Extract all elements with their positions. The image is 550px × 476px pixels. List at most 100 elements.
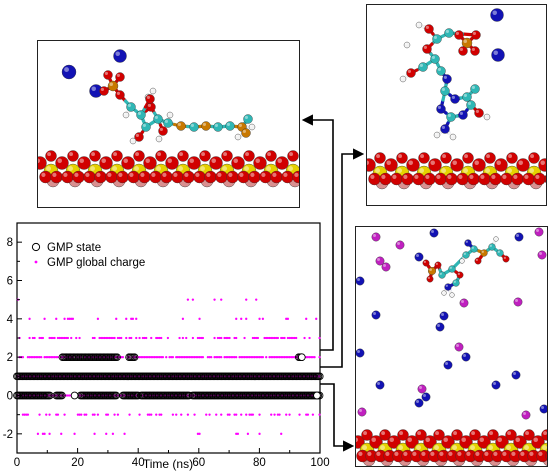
charge-point: [276, 336, 280, 340]
atom: [122, 111, 130, 119]
charge-point: [213, 298, 216, 301]
atom: [437, 449, 450, 463]
charge-point: [293, 336, 296, 340]
charge-point: [113, 413, 116, 416]
atom: [171, 170, 184, 184]
legend-state-marker: [31, 242, 41, 252]
atom: [433, 131, 441, 139]
atom: [538, 158, 546, 172]
atom: [126, 102, 136, 112]
charge-point: [225, 336, 228, 340]
charge-point: [135, 336, 138, 340]
x-tick-label: 60: [192, 457, 205, 469]
charge-point: [105, 432, 108, 435]
atom: [505, 429, 517, 441]
charge-point: [280, 336, 283, 340]
legend: GMP state GMP global charge: [31, 242, 145, 269]
charge-point: [120, 336, 123, 340]
legend-charge-marker: [34, 260, 38, 264]
atom: [423, 435, 437, 449]
y-tick-label: 6: [7, 276, 13, 288]
atom: [534, 227, 544, 237]
atom: [533, 172, 546, 186]
y-tick-label: 0: [7, 391, 13, 403]
charge-point: [143, 356, 146, 359]
charge-point: [265, 336, 268, 340]
charge-point: [285, 413, 288, 416]
atom: [514, 232, 524, 242]
atom: [50, 170, 63, 184]
atom: [482, 449, 495, 463]
atom: [213, 122, 223, 132]
charge-point: [288, 413, 291, 416]
charge-point: [283, 356, 286, 359]
atom: [226, 170, 239, 184]
atom: [127, 170, 140, 184]
atom: [116, 170, 129, 184]
atom: [367, 158, 376, 172]
atom: [395, 240, 405, 250]
charge-point: [306, 356, 310, 359]
charge-point: [56, 413, 60, 416]
mineral-surface: [356, 429, 547, 466]
charge-point: [250, 413, 253, 416]
charge-point: [66, 394, 70, 397]
charge-point: [223, 336, 226, 340]
atom: [445, 172, 458, 186]
atom: [406, 158, 420, 172]
atom: [418, 152, 430, 164]
atom: [516, 158, 530, 172]
x-tick-label: 20: [71, 457, 84, 469]
atom: [281, 170, 294, 184]
charge-point: [215, 413, 218, 416]
atom: [418, 62, 428, 72]
atom: [414, 252, 424, 262]
charge-point: [160, 356, 163, 359]
charge-point: [243, 356, 246, 359]
charge-point: [65, 336, 68, 340]
atom: [115, 90, 125, 100]
charge-point: [36, 356, 40, 359]
state-point: [130, 353, 139, 362]
charge-point: [281, 356, 285, 359]
charge-point: [101, 336, 105, 340]
atom: [422, 44, 432, 54]
charge-point: [76, 413, 80, 416]
atom: [434, 172, 447, 186]
charge-point: [23, 413, 26, 416]
charge-point: [33, 356, 36, 359]
charge-point: [285, 356, 288, 359]
charge-point: [268, 336, 271, 340]
charge-point: [48, 432, 51, 435]
charge-point: [311, 413, 315, 416]
charge-point: [228, 356, 231, 359]
charge-point: [210, 356, 213, 359]
atom: [448, 265, 456, 273]
charge-point: [268, 356, 271, 359]
atom: [379, 172, 392, 186]
atom: [166, 111, 174, 119]
charge-point: [43, 356, 46, 359]
atom: [375, 256, 385, 266]
atom: [513, 435, 527, 449]
atom: [392, 449, 405, 463]
charge-point: [233, 356, 236, 359]
state-point: [315, 372, 324, 381]
charge-point: [205, 413, 208, 416]
atom: [399, 75, 407, 83]
charge-point: [288, 356, 291, 359]
charge-point: [285, 317, 288, 320]
atom: [424, 24, 434, 34]
atom: [450, 158, 464, 172]
atom: [441, 290, 447, 296]
charge-point: [28, 336, 31, 340]
atom: [417, 384, 427, 394]
charge-point: [50, 336, 53, 340]
charge-point: [51, 336, 55, 340]
charge-point: [178, 336, 181, 340]
atom: [496, 249, 504, 257]
atom: [506, 152, 518, 164]
atom: [153, 114, 163, 124]
charge-point: [201, 356, 205, 359]
atom: [371, 310, 381, 320]
